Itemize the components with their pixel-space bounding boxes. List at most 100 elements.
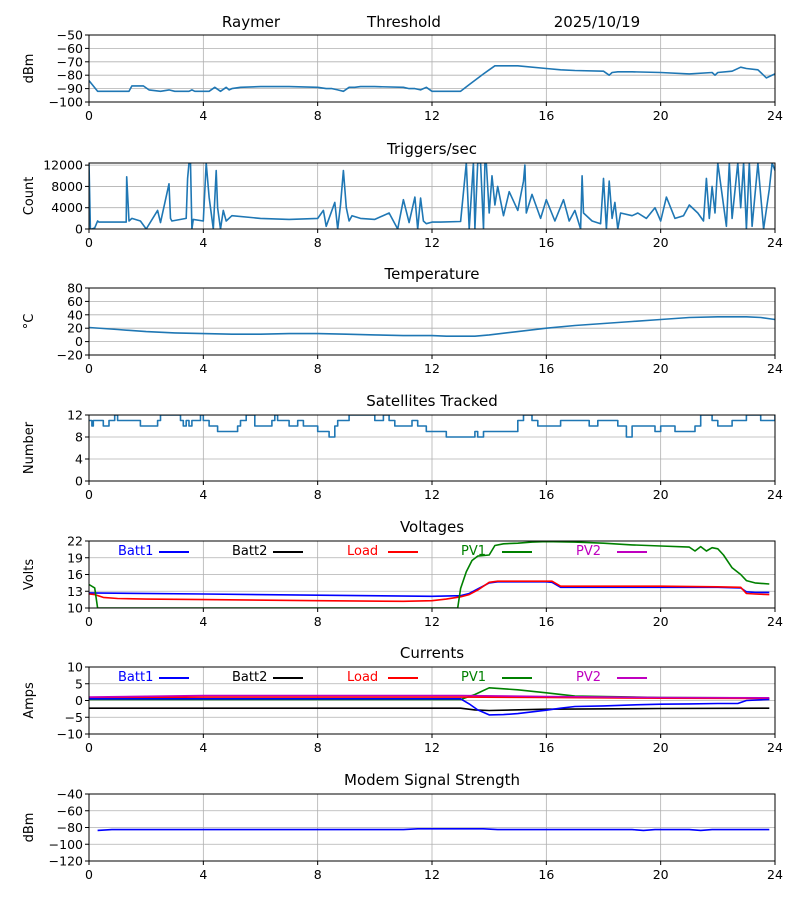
y-tick-label: 4 (75, 452, 83, 467)
x-tick-label: 0 (85, 361, 93, 376)
x-tick-label: 12 (424, 487, 440, 502)
legend-label: PV1 (461, 544, 486, 559)
y-axis-label: dBm (22, 813, 37, 843)
x-tick-label: 8 (314, 614, 322, 629)
panel-title: Currents (400, 644, 464, 662)
y-tick-label: 4000 (51, 200, 83, 215)
y-tick-label: −120 (49, 854, 83, 869)
x-tick-label: 0 (85, 108, 93, 123)
y-tick-label: −80 (57, 68, 83, 83)
x-tick-label: 0 (85, 614, 93, 629)
legend-entry-load: Load (347, 544, 418, 559)
y-tick-label: 60 (67, 294, 83, 309)
legend-label: Load (347, 670, 378, 685)
x-tick-label: 24 (767, 235, 783, 250)
y-tick-label: 12 (67, 408, 83, 423)
x-tick-label: 8 (314, 361, 322, 376)
y-tick-label: −40 (57, 787, 83, 802)
x-tick-label: 20 (653, 235, 669, 250)
x-tick-label: 8 (314, 740, 322, 755)
legend-entry-pv1: PV1 (461, 670, 532, 685)
x-tick-label: 20 (653, 361, 669, 376)
legend-entry-batt2: Batt2 (232, 670, 303, 685)
x-tick-label: 0 (85, 487, 93, 502)
legend-entry-load: Load (347, 670, 418, 685)
y-tick-label: 0 (75, 693, 83, 708)
x-tick-label: 4 (199, 235, 207, 250)
y-tick-label: 40 (67, 307, 83, 322)
x-tick-label: 8 (314, 108, 322, 123)
y-tick-label: −80 (57, 820, 83, 835)
panel-signal: 0 4 8 12 16 20 24 −50−60−70−80−90−100 dBm (22, 28, 783, 124)
y-tick-label: −20 (57, 348, 83, 363)
series-line-triggers (89, 163, 775, 229)
panel-title: Satellites Tracked (366, 392, 497, 410)
y-tick-label: −60 (57, 803, 83, 818)
x-tick-label: 24 (767, 867, 783, 882)
legend-label: PV2 (576, 670, 601, 685)
series-line-load (89, 580, 770, 603)
x-tick-label: 8 (314, 487, 322, 502)
x-tick-label: 20 (653, 487, 669, 502)
y-tick-label: 8 (75, 430, 83, 445)
series-line-modem (97, 827, 770, 832)
x-tick-label: 4 (199, 108, 207, 123)
series-line-satellites (89, 415, 775, 438)
series-line-pv1 (89, 541, 770, 608)
y-tick-label: −5 (65, 710, 83, 725)
x-tick-label: 16 (538, 108, 554, 123)
legend-label: PV2 (576, 544, 601, 559)
y-tick-label: 0 (75, 474, 83, 489)
legend-entry-batt1: Batt1 (118, 670, 189, 685)
series-line-signal (89, 65, 775, 93)
y-tick-label: 22 (67, 534, 83, 549)
x-tick-label: 12 (424, 108, 440, 123)
series-line-temperature (89, 315, 775, 338)
legend-entry-batt1: Batt1 (118, 544, 189, 559)
series-line-batt2 (89, 707, 770, 712)
y-tick-label: 0 (75, 334, 83, 349)
panel-title: Voltages (400, 518, 464, 536)
x-tick-label: 24 (767, 487, 783, 502)
series-line-pv2 (89, 694, 770, 699)
x-tick-label: 24 (767, 614, 783, 629)
legend-label: Batt1 (118, 544, 153, 559)
x-tick-label: 12 (424, 867, 440, 882)
x-tick-label: 16 (538, 867, 554, 882)
x-tick-label: 8 (314, 867, 322, 882)
legend-label: Batt2 (232, 544, 267, 559)
y-tick-label: 80 (67, 281, 83, 296)
panel-modem: 0 4 8 12 16 20 24 −40−60 −80 −100 −120 dBm Modem Sig… (22, 771, 783, 882)
x-tick-label: 4 (199, 867, 207, 882)
x-tick-label: 16 (538, 740, 554, 755)
y-tick-label: −100 (49, 95, 83, 110)
legend-label: Batt1 (118, 670, 153, 685)
x-tick-label: 24 (767, 108, 783, 123)
x-tick-label: 16 (538, 235, 554, 250)
y-tick-label: 5 (75, 676, 83, 691)
legend-label: Batt2 (232, 670, 267, 685)
x-tick-label: 20 (653, 614, 669, 629)
x-tick-label: 16 (538, 614, 554, 629)
y-tick-label: 10 (67, 601, 83, 616)
legend-entry-pv2: PV2 (576, 670, 647, 685)
x-tick-label: 4 (199, 361, 207, 376)
panel-title: Modem Signal Strength (344, 771, 520, 789)
x-tick-label: 0 (85, 740, 93, 755)
panel-title: Temperature (383, 265, 479, 283)
y-tick-label: −50 (57, 28, 83, 43)
legend-entry-pv1: PV1 (461, 544, 532, 559)
x-tick-label: 12 (424, 235, 440, 250)
y-tick-label: −10 (57, 727, 83, 742)
y-axis-label: Count (22, 177, 37, 216)
series-line-batt1 (89, 697, 770, 716)
x-tick-label: 16 (538, 487, 554, 502)
y-tick-label: −90 (57, 81, 83, 96)
x-tick-label: 4 (199, 487, 207, 502)
panel-triggers: 0 4 8 12 16 20 24 12000 8000 4000 0 Count Triggers/s… (22, 140, 783, 250)
x-tick-label: 0 (85, 235, 93, 250)
header-station: Raymer (222, 13, 281, 31)
